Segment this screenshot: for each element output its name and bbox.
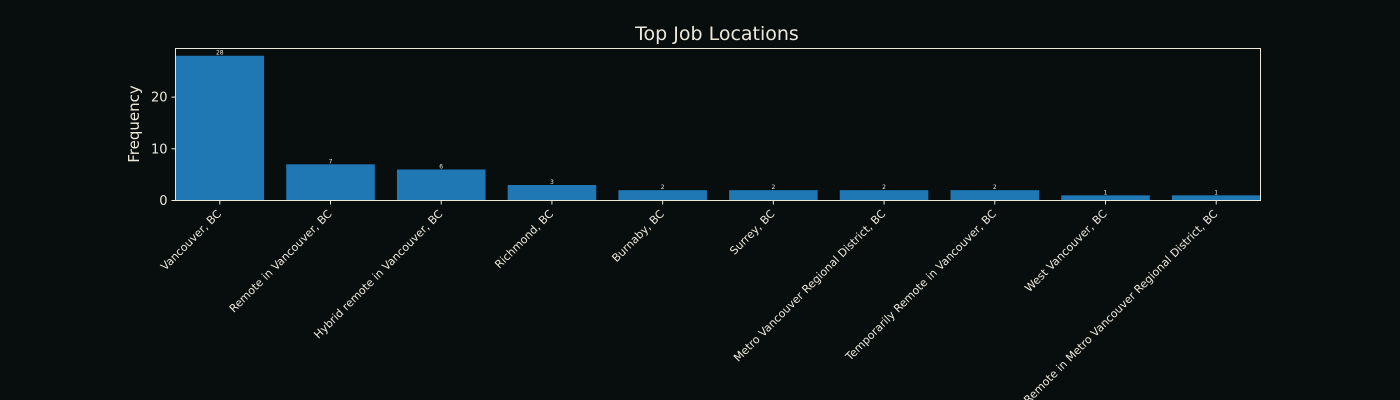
bar-data-label: 6 xyxy=(439,163,443,170)
y-tick-label: 10 xyxy=(151,142,168,157)
bar xyxy=(618,190,707,201)
bars-group xyxy=(175,55,1261,201)
plot-area-frame xyxy=(175,48,1261,201)
bar-data-label: 7 xyxy=(329,158,333,165)
chart-title: Top Job Locations xyxy=(634,23,799,45)
bar xyxy=(175,55,265,201)
x-tick-label: Hybrid remote in Vancouver, BC xyxy=(311,207,445,341)
bar-data-label: 2 xyxy=(771,184,775,191)
x-tick-label: Remote in Vancouver, BC xyxy=(227,207,335,315)
bar xyxy=(396,169,486,201)
y-tick-label: 0 xyxy=(159,194,167,209)
bar-data-label: 2 xyxy=(993,184,997,191)
bar-data-label: 3 xyxy=(550,179,554,186)
x-tick-label: Surrey, BC xyxy=(727,207,777,257)
x-axis-ticks: Vancouver, BC Remote in Vancouver, BCHybr… xyxy=(158,200,1221,400)
bar-data-label: 2 xyxy=(882,184,886,191)
bar-data-label: 28 xyxy=(216,50,224,57)
y-axis-label: Frequency xyxy=(125,85,143,163)
x-tick-label: West Vancouver, BC xyxy=(1022,207,1110,295)
bar xyxy=(286,164,375,201)
bar-data-labels: 28 7 6 3 2 2 2 2 1 1 xyxy=(216,50,1218,197)
y-tick-label: 20 xyxy=(151,91,168,106)
x-tick-label: Richmond, BC xyxy=(492,207,556,271)
bar xyxy=(950,190,1040,201)
bar xyxy=(507,184,597,201)
bar-data-label: 1 xyxy=(1214,189,1218,196)
bar-data-label: 1 xyxy=(1104,189,1108,196)
x-tick-label: Remote in Metro Vancouver Regional Distr… xyxy=(1021,207,1220,400)
bar-data-label: 2 xyxy=(661,184,665,191)
x-tick-label: Burnaby, BC xyxy=(609,207,667,265)
x-tick-label: Vancouver, BC xyxy=(158,207,224,273)
y-axis-ticks: 0 10 20 xyxy=(151,91,176,209)
bar xyxy=(1061,195,1150,201)
bar xyxy=(839,190,929,201)
bar xyxy=(729,190,818,201)
bar xyxy=(1171,195,1261,201)
